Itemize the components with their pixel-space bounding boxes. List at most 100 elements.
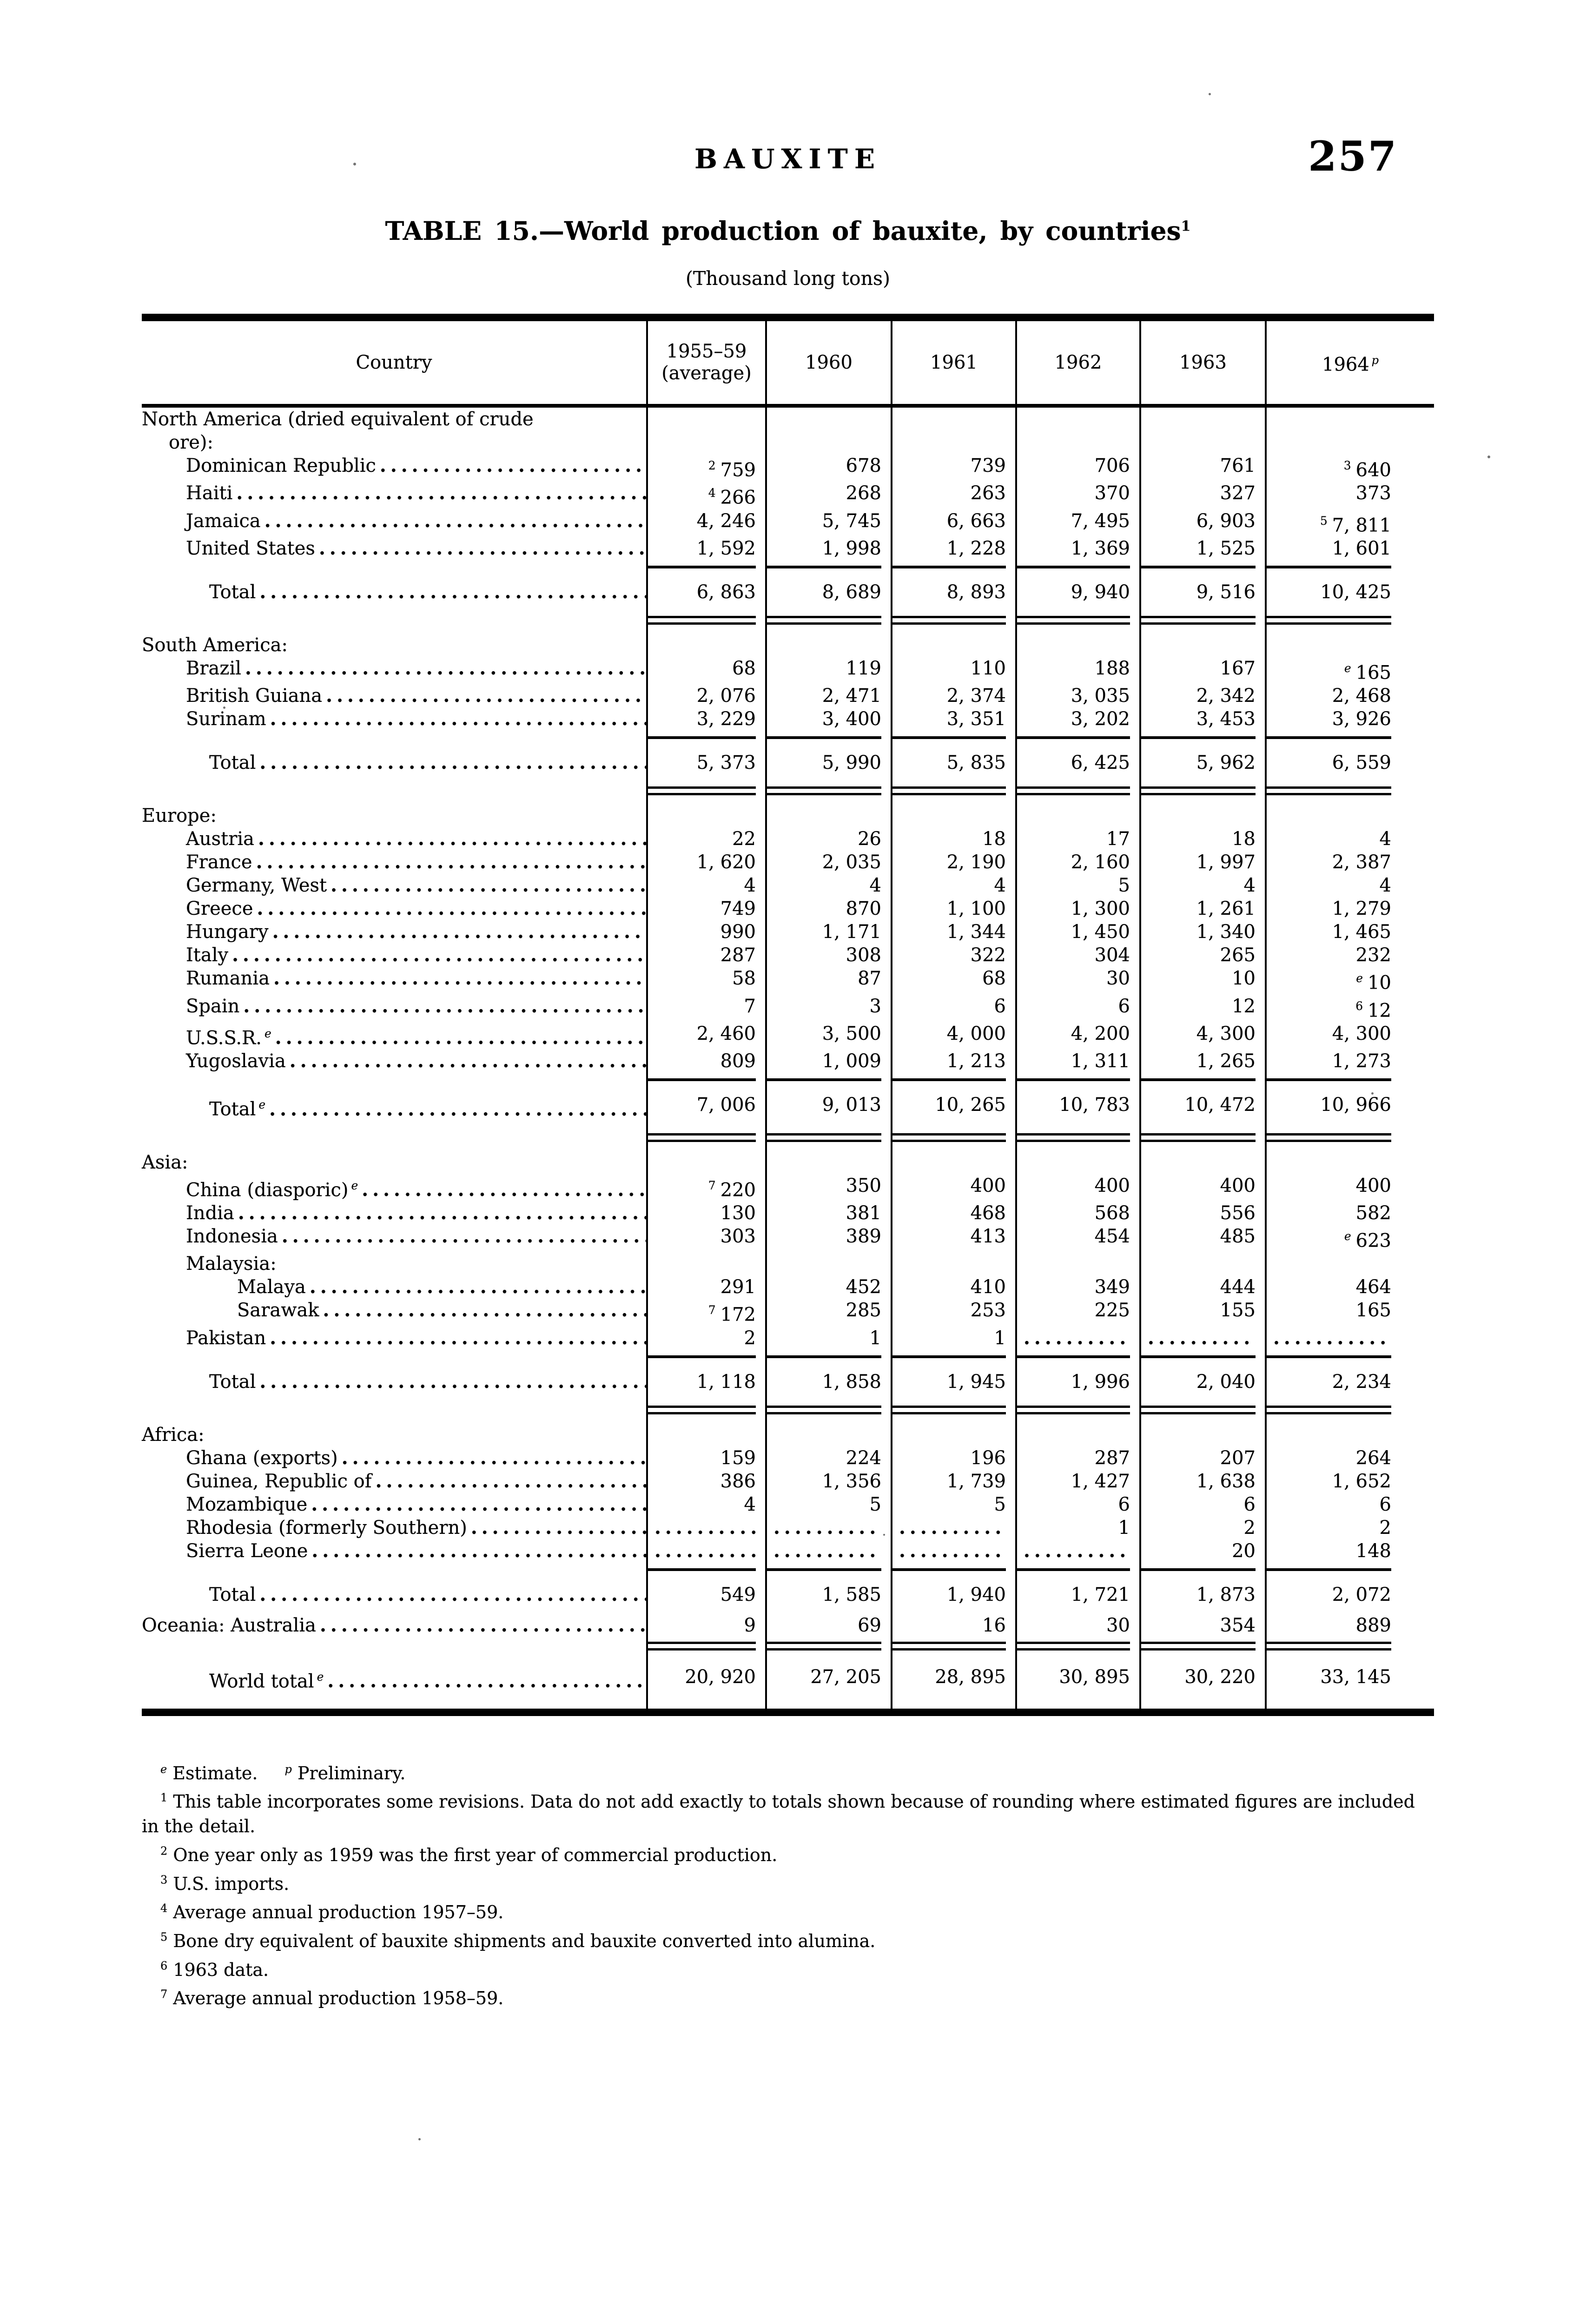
country-label: Total e <box>209 1098 266 1120</box>
value-cell: 7 172 <box>646 1299 765 1327</box>
value-cell <box>891 1150 1015 1174</box>
value-cell: 68 <box>891 967 1015 995</box>
value: 1, 721 <box>1071 1584 1130 1605</box>
value-cell: 322 <box>891 944 1015 967</box>
value-cell: 2 <box>1139 1516 1265 1539</box>
table-row: Italy 287 308 322 304 265 232 <box>142 944 1434 967</box>
value-cell: 2, 471 <box>765 684 891 708</box>
dash-fill <box>1141 1327 1256 1350</box>
horizontal-rule <box>892 622 1006 625</box>
value-cell: 7 220 <box>646 1174 765 1202</box>
value-cell: 285 <box>765 1299 891 1327</box>
column-header-year-1962: 1962 <box>1015 321 1139 404</box>
value: 413 <box>970 1225 1006 1247</box>
footnote-line: e Estimate. p Preliminary. <box>142 1757 1434 1786</box>
value-cell: 4, 200 <box>1015 1022 1139 1050</box>
value: 9, 013 <box>822 1094 881 1116</box>
value-cell: 5, 373 <box>646 745 765 782</box>
value: 2, 387 <box>1332 852 1391 873</box>
value: 303 <box>720 1225 756 1247</box>
country-label: Germany, West <box>186 875 327 897</box>
rule-cell <box>891 1128 1015 1151</box>
horizontal-rule <box>1267 1641 1391 1644</box>
value-cell: 2, 460 <box>646 1022 765 1050</box>
country-label: Spain <box>186 995 240 1017</box>
country-cell: Yugoslavia <box>142 1050 646 1073</box>
value-cell <box>891 408 1015 454</box>
value: 165 <box>1355 1300 1391 1321</box>
year-label: 1960 <box>805 351 853 373</box>
horizontal-rule <box>1267 736 1391 739</box>
value-cell: 4, 000 <box>891 1022 1015 1050</box>
value-cell <box>891 804 1015 828</box>
value: 148 <box>1355 1540 1391 1562</box>
value-cell: 3, 229 <box>646 707 765 731</box>
rule-cell <box>1265 560 1434 574</box>
value: 3, 926 <box>1332 708 1391 730</box>
country-label: Total <box>209 1371 256 1393</box>
value: 22 <box>732 828 756 850</box>
value-cell <box>646 1516 765 1539</box>
value-cell: 678 <box>765 454 891 482</box>
value: 809 <box>720 1050 756 1072</box>
value: 444 <box>1220 1276 1256 1298</box>
value-cell: 1, 171 <box>765 920 891 944</box>
value-cell <box>765 1516 891 1539</box>
horizontal-rule <box>1141 1641 1256 1644</box>
country-cell: Greece <box>142 897 646 920</box>
country-cell: Sarawak <box>142 1299 646 1326</box>
value: 1 <box>994 1327 1006 1349</box>
value-cell: 10 <box>1139 967 1265 995</box>
horizontal-rule <box>1017 1139 1130 1142</box>
masthead: BAUXITE 257 <box>142 132 1434 190</box>
value-cell: 4 <box>1265 827 1434 851</box>
country-cell: Germany, West <box>142 874 646 897</box>
country-label: Indonesia <box>186 1225 278 1247</box>
value-cell <box>646 1252 765 1276</box>
value-cell: 20, 920 <box>646 1659 765 1709</box>
value: 30, 220 <box>1184 1666 1256 1688</box>
value: 12 <box>1368 999 1391 1021</box>
value: 7 <box>744 995 756 1017</box>
value-cell: 549 <box>646 1577 765 1614</box>
section-row: North America (dried equivalent of crude… <box>142 408 1434 454</box>
country-cell: British Guiana <box>142 684 646 707</box>
value-cell: 33, 145 <box>1265 1659 1434 1709</box>
footnote-line: 1 This table incorporates some revisions… <box>142 1786 1434 1839</box>
value-cell <box>1015 1539 1139 1563</box>
value: 7, 006 <box>696 1094 756 1116</box>
rule-cell <box>1139 1637 1265 1659</box>
horizontal-rule <box>892 1641 1006 1644</box>
value-cell: 4 <box>646 1492 765 1516</box>
value: 452 <box>846 1276 881 1298</box>
horizontal-rule <box>1017 1648 1130 1651</box>
country-cell: Haiti <box>142 482 646 509</box>
rule-cell <box>765 611 891 634</box>
value: 706 <box>1094 455 1130 476</box>
country-label: United States <box>186 537 315 559</box>
country-cell: Malaysia: <box>142 1252 646 1275</box>
value-cell <box>646 408 765 454</box>
value-cell: 2, 076 <box>646 684 765 708</box>
table-row: Haiti 4 266 268 263 370 327 373 <box>142 482 1434 509</box>
value-cell: 1, 213 <box>891 1050 1015 1073</box>
horizontal-rule <box>1017 1568 1130 1571</box>
value-cell: 6 <box>1015 1492 1139 1516</box>
rule-cell <box>1015 1400 1139 1423</box>
rule-cell <box>1265 1349 1434 1364</box>
value: 759 <box>720 459 756 481</box>
value-cell: 5 7, 811 <box>1265 509 1434 537</box>
value: 373 <box>1355 482 1391 504</box>
table-row: Mozambique 4 5 5 6 6 6 <box>142 1492 1434 1516</box>
horizontal-rule <box>767 793 881 796</box>
value: 1, 998 <box>822 537 881 559</box>
value-cell: 381 <box>765 1201 891 1225</box>
horizontal-rule <box>1017 615 1130 618</box>
country-label: Italy <box>186 944 229 966</box>
country-cell: France <box>142 851 646 874</box>
table-row: Rhodesia (formerly Southern) 1 2 2 <box>142 1516 1434 1539</box>
horizontal-rule <box>1141 622 1256 625</box>
footnote-line: 7 Average annual production 1958–59. <box>142 1982 1434 2011</box>
rule-cell <box>765 731 891 746</box>
